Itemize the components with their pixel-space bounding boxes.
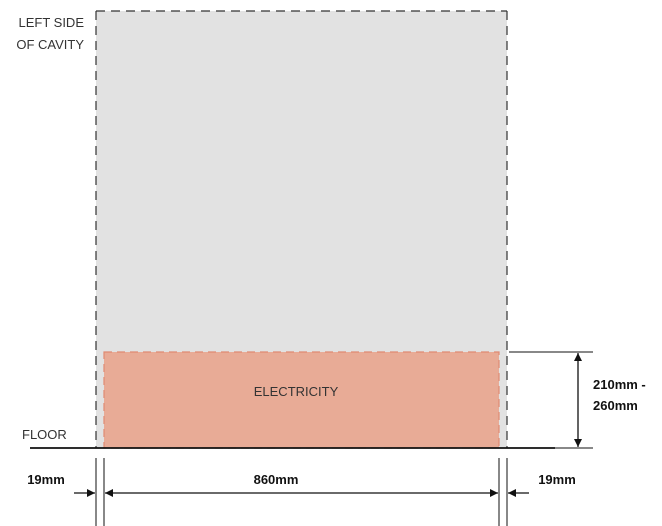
height-dimension-label-line1: 210mm - <box>593 377 646 392</box>
left-gap-label: 19mm <box>27 472 65 487</box>
electricity-zone <box>103 351 500 449</box>
left-side-label-line1: LEFT SIDE <box>18 15 84 30</box>
width-dimension-label: 860mm <box>254 472 299 487</box>
left-side-label-line2: OF CAVITY <box>16 37 84 52</box>
right-gap-label: 19mm <box>538 472 576 487</box>
electricity-label: ELECTRICITY <box>254 384 339 399</box>
height-dimension-label-line2: 260mm <box>593 398 638 413</box>
floor-label: FLOOR <box>22 427 67 442</box>
